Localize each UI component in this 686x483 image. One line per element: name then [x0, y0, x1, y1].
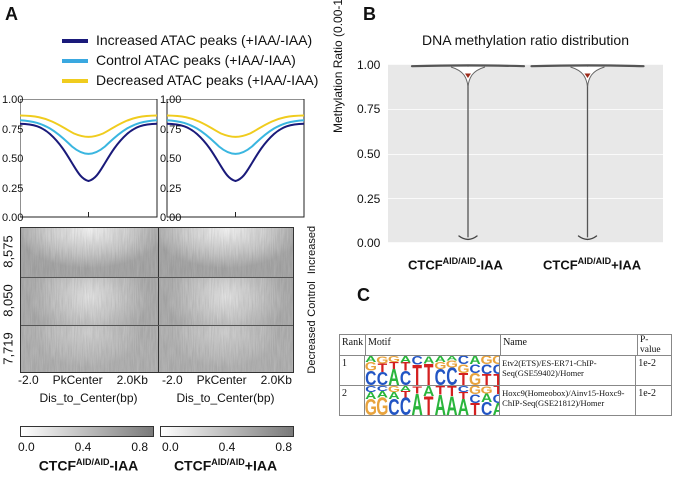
- svg-text:C: C: [458, 356, 469, 367]
- svg-text:G: G: [481, 356, 493, 367]
- svg-text:G: G: [388, 356, 400, 364]
- svg-text:C: C: [377, 386, 389, 393]
- svg-text:C: C: [412, 356, 423, 367]
- svg-text:A: A: [423, 386, 434, 400]
- svg-text:G: G: [388, 386, 400, 394]
- svg-text:C: C: [365, 386, 376, 394]
- svg-text:A: A: [470, 356, 481, 367]
- svg-text:G: G: [377, 356, 389, 366]
- svg-text:G: G: [492, 356, 500, 367]
- svg-text:A: A: [400, 356, 411, 365]
- svg-text:A: A: [365, 356, 376, 364]
- svg-text:A: A: [446, 356, 458, 362]
- svg-text:T: T: [447, 386, 457, 400]
- svg-text:T: T: [413, 386, 423, 396]
- svg-text:G: G: [469, 386, 481, 397]
- svg-text:G: G: [481, 386, 493, 396]
- svg-text:T: T: [436, 386, 446, 397]
- svg-text:A: A: [400, 386, 412, 393]
- svg-text:C: C: [458, 386, 469, 394]
- svg-text:A: A: [435, 356, 446, 364]
- svg-text:A: A: [423, 356, 435, 366]
